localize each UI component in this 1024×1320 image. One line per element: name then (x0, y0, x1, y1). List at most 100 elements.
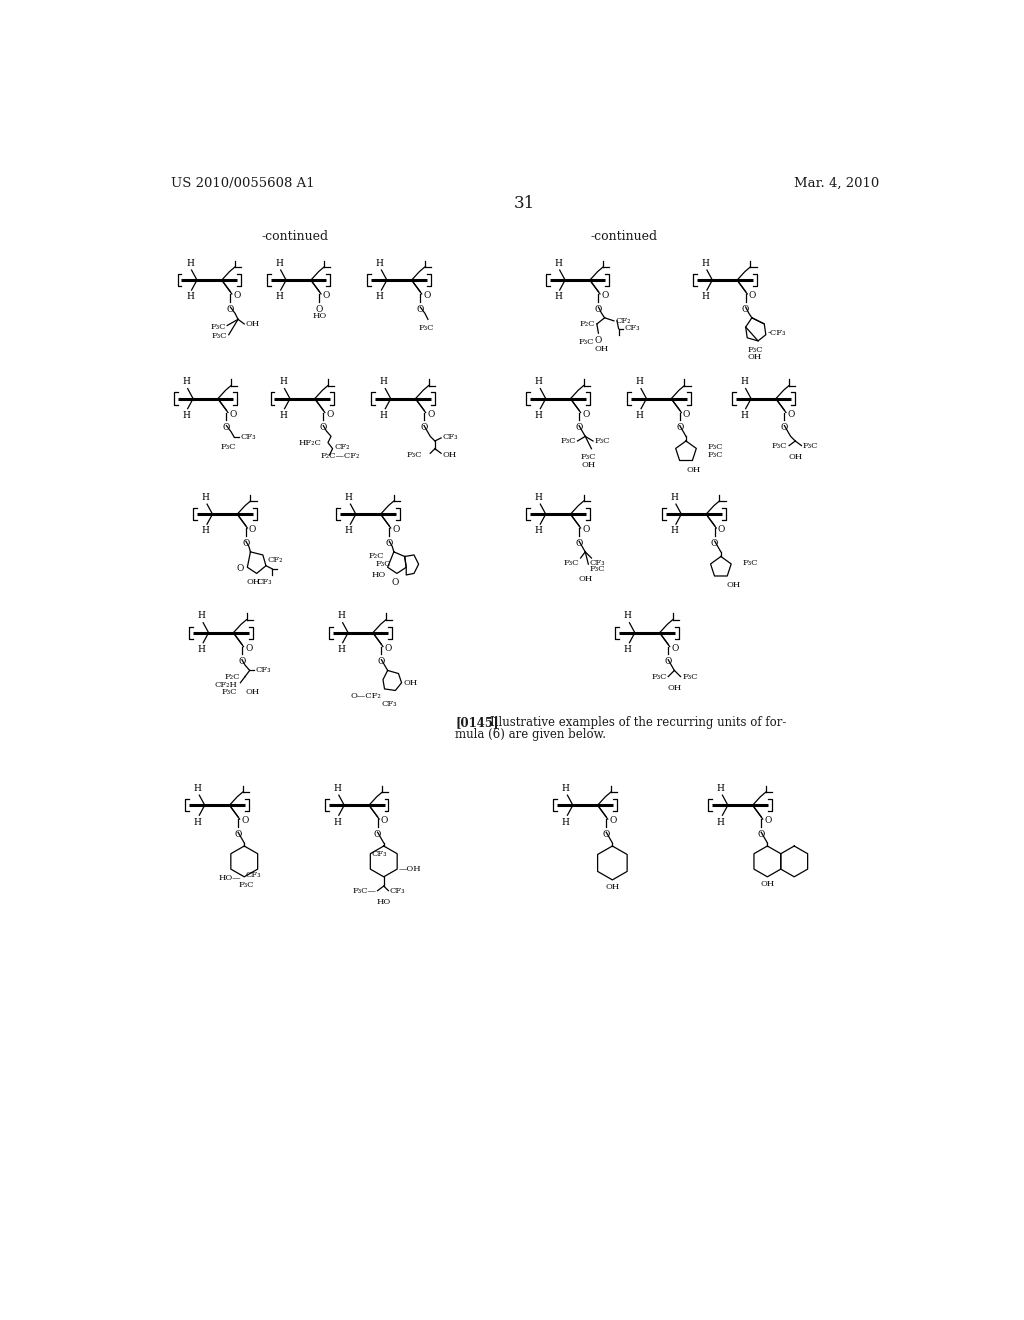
Text: CF₃: CF₃ (256, 667, 271, 675)
Text: F₃C: F₃C (748, 346, 763, 354)
Text: H: H (186, 293, 194, 301)
Text: CF₃: CF₃ (381, 700, 397, 708)
Text: H: H (337, 645, 345, 653)
Text: H: H (194, 784, 202, 793)
Text: H: H (535, 378, 543, 387)
Text: F₂C: F₂C (225, 673, 241, 681)
Text: O: O (385, 539, 393, 548)
Text: O: O (780, 424, 788, 432)
Text: O: O (764, 816, 772, 825)
Text: O: O (742, 305, 750, 314)
Text: H: H (717, 784, 725, 793)
Text: CF₃: CF₃ (390, 887, 406, 895)
Text: -CF₃: -CF₃ (767, 329, 785, 337)
Text: O: O (223, 424, 230, 432)
Text: O: O (234, 830, 242, 838)
Text: O: O (583, 409, 590, 418)
Text: H: H (376, 293, 384, 301)
Text: OH: OH (403, 678, 418, 686)
Text: H: H (202, 527, 210, 536)
Text: O: O (239, 657, 246, 667)
Text: OH: OH (582, 461, 596, 469)
Text: O: O (327, 409, 334, 418)
Text: H: H (636, 378, 643, 387)
Text: O: O (315, 305, 324, 314)
Text: O: O (392, 578, 399, 587)
Text: F₃C: F₃C (579, 338, 594, 346)
Text: O—CF₂: O—CF₂ (350, 692, 381, 700)
Text: US 2010/0055608 A1: US 2010/0055608 A1 (171, 177, 314, 190)
Text: H: H (280, 411, 287, 420)
Text: O: O (245, 644, 252, 652)
Text: OH: OH (247, 578, 261, 586)
Text: H: H (624, 645, 632, 653)
Text: H: H (182, 411, 190, 420)
Text: F₃C: F₃C (407, 451, 423, 459)
Text: HO: HO (372, 572, 386, 579)
Text: H: H (334, 784, 341, 793)
Text: O: O (229, 409, 237, 418)
Text: H: H (380, 378, 388, 387)
Text: CF₂: CF₂ (615, 317, 631, 325)
Text: O: O (374, 830, 381, 838)
Text: O: O (601, 290, 609, 300)
Text: O: O (381, 816, 388, 825)
Text: OH: OH (788, 453, 803, 461)
Text: OH: OH (760, 880, 774, 888)
Text: H: H (717, 817, 725, 826)
Text: [0145]: [0145] (455, 715, 499, 729)
Text: H: H (202, 492, 210, 502)
Text: H: H (535, 411, 543, 420)
Text: CF₂: CF₂ (334, 444, 349, 451)
Text: O: O (323, 290, 330, 300)
Text: O: O (575, 539, 583, 548)
Text: O: O (385, 644, 392, 652)
Text: Illustrative examples of the recurring units of for-: Illustrative examples of the recurring u… (489, 715, 786, 729)
Text: O: O (417, 305, 424, 314)
Text: H: H (562, 784, 569, 793)
Text: HF₂C: HF₂C (299, 438, 322, 446)
Text: H: H (701, 259, 710, 268)
Text: CF₃: CF₃ (246, 871, 261, 879)
Text: H: H (671, 527, 678, 536)
Text: CF₃: CF₃ (257, 578, 272, 586)
Text: F₃C: F₃C (419, 323, 434, 331)
Text: H: H (535, 492, 543, 502)
Text: O: O (787, 409, 795, 418)
Text: F₃C: F₃C (220, 442, 236, 450)
Text: F₃C: F₃C (803, 442, 818, 450)
Text: OH: OH (579, 576, 592, 583)
Text: O: O (711, 539, 719, 548)
Text: H: H (337, 611, 345, 620)
Text: O: O (575, 424, 583, 432)
Text: CF₃: CF₃ (442, 433, 458, 441)
Text: CF₃: CF₃ (625, 323, 640, 331)
Text: O: O (249, 525, 256, 535)
Text: O: O (602, 830, 610, 838)
Text: H: H (535, 527, 543, 536)
Text: F₃C: F₃C (651, 673, 667, 681)
Text: HO—: HO— (218, 874, 241, 882)
Text: CF₂: CF₂ (267, 556, 283, 564)
Text: H: H (562, 817, 569, 826)
Text: mula (6) are given below.: mula (6) are given below. (455, 729, 606, 742)
Text: H: H (376, 259, 384, 268)
Text: H: H (275, 293, 283, 301)
Text: -continued: -continued (591, 231, 657, 243)
Text: F₃C: F₃C (222, 688, 238, 696)
Text: H: H (554, 259, 562, 268)
Text: CF₃: CF₃ (241, 433, 256, 441)
Text: O: O (676, 424, 683, 432)
Text: O: O (427, 409, 434, 418)
Text: H: H (671, 492, 678, 502)
Text: O: O (683, 409, 690, 418)
Text: H: H (554, 293, 562, 301)
Text: H: H (280, 378, 287, 387)
Text: Mar. 4, 2010: Mar. 4, 2010 (795, 177, 880, 190)
Text: OH: OH (605, 883, 620, 891)
Text: F₃C: F₃C (238, 882, 254, 890)
Text: H: H (198, 645, 206, 653)
Text: OH: OH (687, 466, 700, 474)
Text: OH: OH (594, 345, 608, 352)
Text: O: O (595, 337, 602, 346)
